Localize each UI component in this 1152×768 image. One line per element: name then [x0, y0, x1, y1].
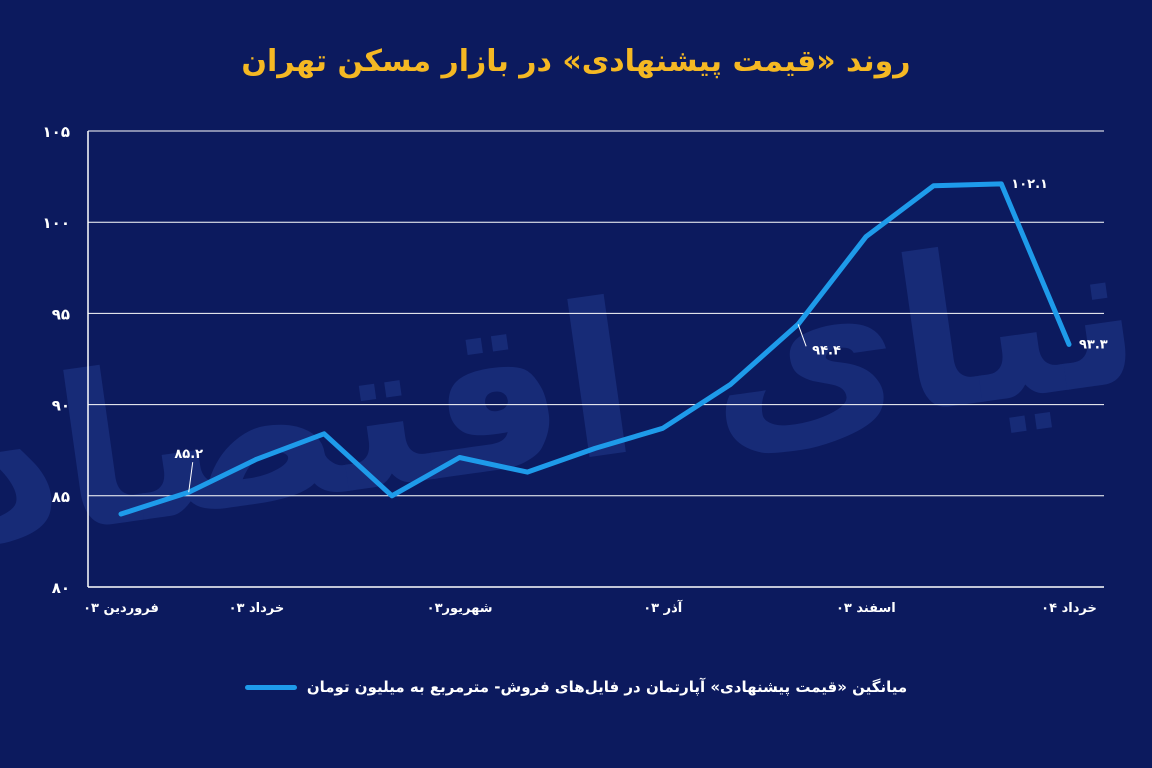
y-tick-labels: ۸۰ ۸۵ ۹۰ ۹۵ ۱۰۰ ۱۰۵ [43, 123, 70, 597]
legend-swatch [244, 684, 297, 690]
watermark-text: دنیای اقتصاد [0, 171, 1152, 595]
x-tick-label: اسفند ۰۳ [836, 601, 896, 616]
x-tick-label: فروردین ۰۳ [83, 601, 159, 616]
data-label: ۹۳.۳ [1079, 337, 1108, 352]
annotation-leader [188, 462, 194, 493]
x-tick-label: خرداد ۰۳ [229, 601, 285, 616]
gridlines [88, 130, 1104, 497]
y-tick-label: ۹۵ [52, 305, 70, 323]
data-label: ۱۰۲.۱ [1011, 177, 1048, 192]
chart-title: روند «قیمت پیشنهادی» در بازار مسکن تهران [241, 44, 911, 79]
y-tick-label: ۸۵ [52, 488, 70, 506]
y-tick-label: ۱۰۰ [43, 214, 70, 232]
x-tick-label: شهریور۰۳ [427, 601, 493, 616]
annotations: ۸۵.۲ ۹۴.۴ ۱۰۲.۱ ۹۳.۳ [174, 177, 1108, 493]
data-label: ۸۵.۲ [174, 447, 203, 462]
x-tick-labels: فروردین ۰۳ خرداد ۰۳ شهریور۰۳ آذر ۰۳ اسفند ۰۳… [83, 599, 1097, 616]
data-label: ۹۴.۴ [812, 343, 841, 358]
y-tick-label: ۱۰۵ [43, 123, 70, 141]
y-tick-label: ۹۰ [52, 397, 70, 415]
annotation-leader [797, 324, 807, 347]
y-tick-label: ۸۰ [52, 579, 70, 597]
x-tick-label: خرداد ۰۴ [1041, 601, 1097, 616]
x-tick-label: آذر ۰۳ [643, 599, 683, 616]
watermark-logo: دنیای اقتصاد [0, 171, 1152, 595]
legend: میانگین «قیمت پیشنهادی» آپارتمان در فایل… [0, 678, 1152, 696]
legend-label: میانگین «قیمت پیشنهادی» آپارتمان در فایل… [306, 678, 908, 696]
axes [87, 131, 1104, 588]
